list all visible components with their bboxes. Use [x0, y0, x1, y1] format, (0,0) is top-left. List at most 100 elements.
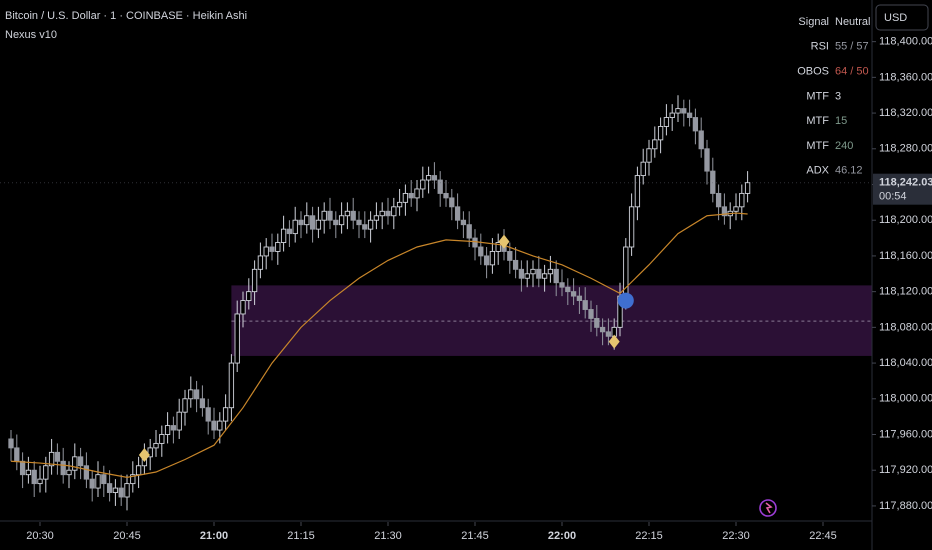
candle-body — [385, 210, 391, 217]
candle-body — [466, 224, 472, 239]
candle-body — [344, 210, 351, 217]
candle-body — [420, 179, 426, 190]
candle-body — [657, 126, 664, 141]
candle-body — [333, 219, 339, 226]
table-label: ADX — [806, 165, 829, 177]
candle-body — [367, 219, 374, 230]
candle-body — [518, 268, 525, 279]
candle-body — [350, 210, 356, 221]
candle-body — [686, 112, 693, 118]
candle-body — [739, 192, 745, 208]
candle-body — [373, 215, 380, 221]
table-value: 55 / 57 — [835, 41, 869, 53]
candle-body — [60, 460, 66, 476]
candle-body — [8, 438, 14, 449]
candle-body — [37, 478, 43, 485]
candle-body — [408, 192, 414, 199]
y-tick-label: 118,160.00 — [879, 250, 932, 262]
candle-body — [396, 201, 403, 208]
candle-body — [234, 313, 240, 364]
y-tick-label: 118,360.00 — [879, 71, 932, 83]
table-value: Neutral — [835, 16, 870, 28]
candle-body — [379, 210, 385, 217]
candle-body — [460, 219, 467, 226]
x-tick-label: 22:30 — [722, 530, 750, 542]
candle-body — [512, 259, 519, 270]
candle-body — [246, 291, 252, 302]
candle-body — [240, 300, 246, 315]
table-value: 240 — [835, 140, 853, 152]
candle-body — [507, 251, 513, 261]
candle-body — [489, 251, 496, 266]
y-tick-label: 118,320.00 — [879, 107, 932, 119]
table-label: MTF — [806, 115, 829, 127]
candle-body — [681, 108, 687, 114]
candle-body — [565, 286, 571, 293]
x-tick-label: 22:00 — [548, 530, 576, 542]
candle-body — [118, 487, 124, 498]
currency-button[interactable] — [875, 4, 929, 31]
candle-body — [159, 434, 165, 444]
candle-body — [130, 474, 136, 485]
candle-body — [605, 331, 612, 337]
candle-body — [188, 389, 194, 400]
candle-body — [472, 237, 478, 248]
candle-body — [570, 291, 577, 297]
candle-body — [193, 389, 200, 400]
table-label: OBOS — [797, 66, 829, 78]
candle-body — [483, 255, 490, 266]
candle-body — [199, 398, 206, 409]
candle-body — [153, 442, 159, 449]
symbol-title: Bitcoin / U.S. Dollar · 1 · COINBASE · H… — [5, 10, 247, 22]
y-tick-label: 118,080.00 — [879, 321, 932, 333]
candle-body — [744, 182, 751, 194]
candle-body — [547, 268, 554, 275]
candle-body — [48, 451, 55, 467]
candle-body — [733, 206, 739, 212]
x-tick-label: 22:45 — [809, 530, 837, 542]
candle-body — [269, 246, 275, 252]
y-tick-label: 117,880.00 — [879, 500, 932, 512]
candle-body — [43, 465, 49, 480]
candle-body — [72, 456, 78, 471]
countdown-label: 00:54 — [879, 191, 907, 203]
candle-body — [66, 469, 72, 476]
candle-body — [19, 460, 26, 476]
candle-body — [425, 175, 432, 181]
candle-body — [54, 451, 61, 462]
candle-body — [31, 469, 37, 485]
last-price-tag — [873, 173, 932, 205]
candle-body — [524, 273, 530, 279]
candle-body — [164, 425, 171, 435]
currency-label[interactable]: USD — [884, 12, 907, 24]
candle-body — [327, 210, 333, 221]
candle-body — [698, 130, 704, 150]
table-label: MTF — [806, 90, 829, 102]
candle-body — [553, 268, 559, 284]
candle-body — [112, 487, 119, 493]
candle-body — [530, 268, 536, 275]
x-tick-label: 21:30 — [374, 530, 402, 542]
candle-body — [646, 148, 652, 163]
diamond-marker — [498, 234, 510, 249]
candle-body — [101, 474, 107, 485]
candle-body — [338, 215, 345, 226]
candle-body — [414, 188, 420, 199]
candle-body — [124, 483, 130, 498]
y-tick-label: 117,920.00 — [879, 464, 932, 476]
candle-body — [402, 192, 409, 203]
candle-body — [634, 175, 641, 208]
x-tick-label: 22:15 — [635, 530, 663, 542]
candle-body — [715, 192, 722, 208]
y-tick-label: 118,120.00 — [879, 286, 932, 298]
candle-body — [663, 117, 670, 127]
table-value: 46.12 — [835, 165, 863, 177]
candle-body — [315, 219, 322, 230]
candle-body — [321, 210, 327, 221]
candle-body — [541, 273, 548, 279]
candle-body — [257, 255, 264, 270]
candle-body — [304, 215, 310, 226]
